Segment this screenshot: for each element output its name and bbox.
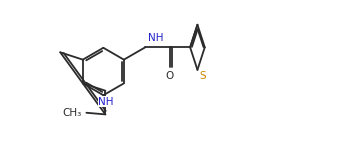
Text: NH: NH [98,97,114,107]
Text: O: O [166,71,174,81]
Text: NH: NH [148,33,164,43]
Text: S: S [199,72,206,82]
Text: CH₃: CH₃ [62,108,81,118]
